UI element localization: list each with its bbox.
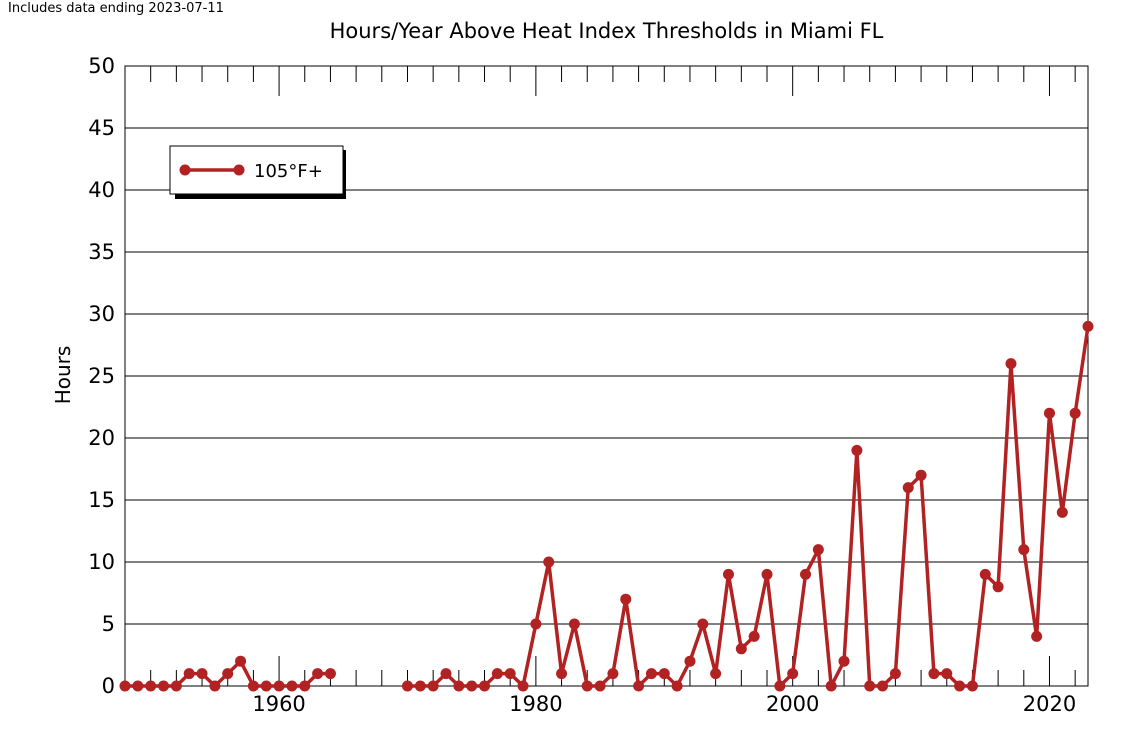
data-point [581, 680, 593, 692]
data-point [119, 680, 131, 692]
data-point [1056, 506, 1068, 518]
data-point [889, 668, 901, 680]
data-point [864, 680, 876, 692]
data-point [170, 680, 182, 692]
data-point [466, 680, 478, 692]
data-point [1082, 320, 1094, 332]
data-point [645, 668, 657, 680]
y-tick-label: 50 [88, 54, 115, 78]
x-tick-label: 1960 [252, 692, 305, 716]
y-tick-label: 25 [88, 364, 115, 388]
y-tick-label: 5 [102, 612, 115, 636]
data-point [902, 482, 914, 494]
data-point [209, 680, 221, 692]
data-point [414, 680, 426, 692]
y-tick-label: 30 [88, 302, 115, 326]
data-point [491, 668, 503, 680]
data-point [286, 680, 298, 692]
data-point [479, 680, 491, 692]
data-point [504, 668, 516, 680]
data-point [992, 581, 1004, 593]
data-point [915, 469, 927, 481]
data-point [530, 618, 542, 630]
data-point [941, 668, 953, 680]
series-105f [119, 320, 1094, 692]
y-tick-label: 35 [88, 240, 115, 264]
data-point [954, 680, 966, 692]
y-tick-label: 45 [88, 116, 115, 140]
data-point [235, 655, 247, 667]
plot-area-frame [124, 65, 1089, 687]
chart-title: Hours/Year Above Heat Index Thresholds i… [329, 19, 884, 43]
data-point [722, 568, 734, 580]
data-point [273, 680, 285, 692]
y-tick-label: 0 [102, 674, 115, 698]
data-point [1018, 544, 1030, 556]
data-point [1069, 407, 1081, 419]
x-tick-label: 1980 [509, 692, 562, 716]
data-point [979, 568, 991, 580]
data-point [312, 668, 324, 680]
y-tick-label: 10 [88, 550, 115, 574]
data-point [543, 556, 555, 568]
data-note: Includes data ending 2023-07-11 [8, 1, 224, 16]
data-point [825, 680, 837, 692]
data-point [774, 680, 786, 692]
data-point [928, 668, 940, 680]
x-tick-label: 2000 [766, 692, 819, 716]
data-point [800, 568, 812, 580]
data-point [145, 680, 157, 692]
data-point [966, 680, 978, 692]
data-point [684, 655, 696, 667]
data-point [1031, 630, 1043, 642]
series-line [407, 326, 1090, 688]
y-axis-tick-labels: 0 5 10 15 20 25 30 35 40 45 50 [88, 54, 115, 698]
data-point [568, 618, 580, 630]
data-point [851, 444, 863, 456]
data-point [697, 618, 709, 630]
x-axis-tick-labels: 1960 1980 2000 2020 [252, 692, 1076, 716]
legend-marker-right [233, 164, 245, 176]
data-point [838, 655, 850, 667]
data-point [761, 568, 773, 580]
data-point [299, 680, 311, 692]
data-point [401, 680, 413, 692]
data-point [658, 668, 670, 680]
data-point [633, 680, 645, 692]
data-point [427, 680, 439, 692]
legend: 105°F+ [169, 145, 346, 199]
data-point [787, 668, 799, 680]
data-point [196, 668, 208, 680]
legend-label: 105°F+ [254, 161, 323, 182]
data-point [735, 643, 747, 655]
data-point [812, 544, 824, 556]
data-point [671, 680, 683, 692]
data-point [260, 680, 272, 692]
data-point [877, 680, 889, 692]
data-point [710, 668, 722, 680]
data-point [247, 680, 259, 692]
data-point [1005, 358, 1017, 370]
data-point [594, 680, 606, 692]
data-point [440, 668, 452, 680]
data-point [748, 630, 760, 642]
y-tick-label: 20 [88, 426, 115, 450]
data-point [1043, 407, 1055, 419]
data-point [132, 680, 144, 692]
data-point [620, 593, 632, 605]
data-point [158, 680, 170, 692]
y-tick-label: 40 [88, 178, 115, 202]
legend-marker-left [179, 164, 191, 176]
data-point [222, 668, 234, 680]
data-point [556, 668, 568, 680]
data-point [607, 668, 619, 680]
data-point [324, 668, 336, 680]
x-tick-label: 2020 [1023, 692, 1076, 716]
y-tick-label: 15 [88, 488, 115, 512]
data-point [453, 680, 465, 692]
data-point [183, 668, 195, 680]
data-point [517, 680, 529, 692]
